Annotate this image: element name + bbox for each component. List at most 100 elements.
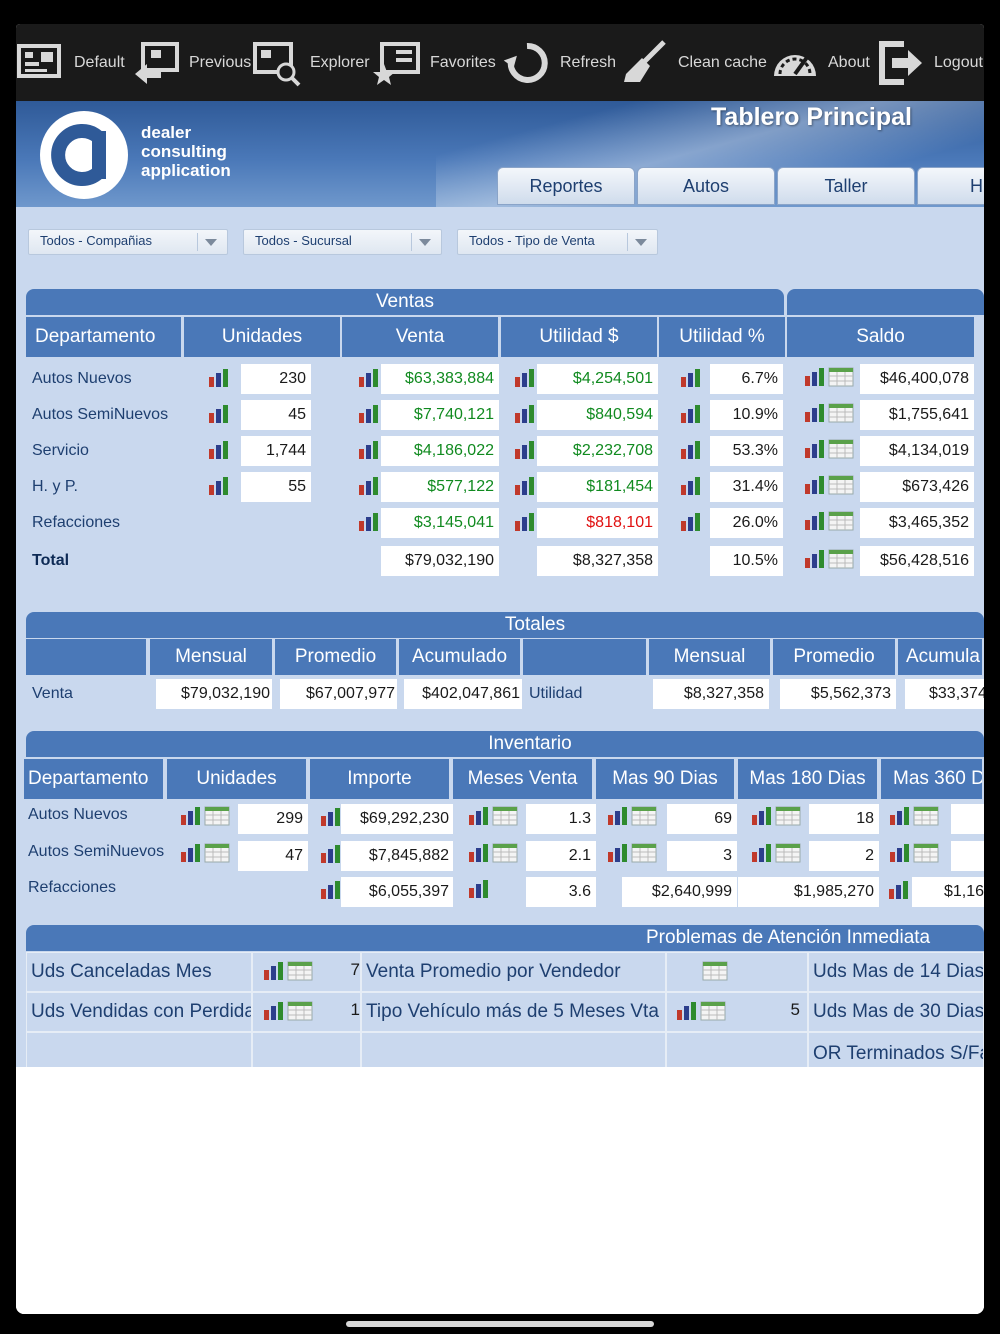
- toolbar-about-button[interactable]: About: [770, 38, 870, 88]
- toolbar-previous-button[interactable]: Previous: [131, 38, 251, 88]
- bar-chart-icon[interactable]: [676, 1001, 698, 1021]
- toolbar-favorites-button[interactable]: Favorites: [372, 38, 496, 88]
- chart-icon-group[interactable]: [180, 843, 230, 863]
- bar-chart-icon[interactable]: [263, 961, 285, 981]
- chart-icon-group[interactable]: [804, 367, 854, 387]
- bar-chart-icon[interactable]: [320, 807, 342, 827]
- bar-chart-icon[interactable]: [514, 476, 536, 496]
- table-grid-icon[interactable]: [828, 403, 854, 423]
- chart-icon-group[interactable]: [680, 368, 702, 388]
- chart-icon-group[interactable]: [468, 806, 518, 826]
- chart-icon-group[interactable]: [468, 879, 490, 899]
- chart-icon-group[interactable]: [358, 368, 380, 388]
- bar-chart-icon[interactable]: [607, 806, 629, 826]
- table-grid-icon[interactable]: [828, 475, 854, 495]
- bar-chart-icon[interactable]: [680, 440, 702, 460]
- tab-taller[interactable]: Taller: [777, 167, 915, 205]
- table-grid-icon[interactable]: [828, 439, 854, 459]
- chart-icon-group[interactable]: [607, 843, 657, 863]
- bar-chart-icon[interactable]: [358, 512, 380, 532]
- table-grid-icon[interactable]: [828, 367, 854, 387]
- chart-icon-group[interactable]: [889, 843, 939, 863]
- table-grid-icon[interactable]: [775, 806, 801, 826]
- bar-chart-icon[interactable]: [804, 403, 826, 423]
- bar-chart-icon[interactable]: [514, 404, 536, 424]
- bar-chart-icon[interactable]: [804, 511, 826, 531]
- problema-left-label[interactable]: Uds Canceladas Mes: [26, 952, 252, 992]
- bar-chart-icon[interactable]: [263, 1001, 285, 1021]
- chart-icon-group[interactable]: [180, 806, 230, 826]
- chart-icon-group[interactable]: [263, 961, 313, 981]
- chart-icon-group[interactable]: [468, 843, 518, 863]
- bar-chart-icon[interactable]: [680, 512, 702, 532]
- tab-reportes[interactable]: Reportes: [497, 167, 635, 205]
- chevron-down-icon[interactable]: [627, 233, 653, 251]
- chart-icon-group[interactable]: [263, 1001, 313, 1021]
- bar-chart-icon[interactable]: [804, 475, 826, 495]
- bar-chart-icon[interactable]: [889, 806, 911, 826]
- chart-icon-group[interactable]: [514, 404, 536, 424]
- bar-chart-icon[interactable]: [751, 843, 773, 863]
- chart-icon-group[interactable]: [680, 476, 702, 496]
- chevron-down-icon[interactable]: [197, 233, 223, 251]
- chart-icon-group[interactable]: [676, 1001, 726, 1021]
- chart-icon-group[interactable]: [358, 512, 380, 532]
- bar-chart-icon[interactable]: [889, 843, 911, 863]
- bar-chart-icon[interactable]: [180, 806, 202, 826]
- filter-tipo-venta[interactable]: Todos - Tipo de Venta: [457, 229, 658, 255]
- chart-icon-group[interactable]: [358, 404, 380, 424]
- table-grid-icon[interactable]: [287, 961, 313, 981]
- bar-chart-icon[interactable]: [358, 440, 380, 460]
- chart-icon-group[interactable]: [358, 440, 380, 460]
- chart-icon-group[interactable]: [889, 806, 939, 826]
- chart-icon-group[interactable]: [804, 403, 854, 423]
- chart-icon-group[interactable]: [208, 368, 230, 388]
- toolbar-default-button[interactable]: Default: [16, 38, 125, 88]
- bar-chart-icon[interactable]: [680, 476, 702, 496]
- table-grid-icon[interactable]: [631, 843, 657, 863]
- chart-icon-group[interactable]: [751, 806, 801, 826]
- bar-chart-icon[interactable]: [208, 476, 230, 496]
- chart-icon-group[interactable]: [607, 806, 657, 826]
- chart-icon-group[interactable]: [804, 511, 854, 531]
- bar-chart-icon[interactable]: [208, 440, 230, 460]
- table-grid-icon[interactable]: [492, 806, 518, 826]
- bar-chart-icon[interactable]: [320, 844, 342, 864]
- toolbar-explorer-button[interactable]: Explorer: [252, 38, 370, 88]
- chart-icon-group[interactable]: [320, 807, 342, 827]
- bar-chart-icon[interactable]: [208, 368, 230, 388]
- table-grid-icon[interactable]: [204, 843, 230, 863]
- bar-chart-icon[interactable]: [751, 806, 773, 826]
- bar-chart-icon[interactable]: [607, 843, 629, 863]
- bar-chart-icon[interactable]: [320, 880, 342, 900]
- table-grid-icon[interactable]: [913, 843, 939, 863]
- bar-chart-icon[interactable]: [514, 512, 536, 532]
- chart-icon-group[interactable]: [680, 440, 702, 460]
- tab-hyp[interactable]: H. y: [917, 167, 984, 205]
- bar-chart-icon[interactable]: [514, 440, 536, 460]
- chart-icon-group[interactable]: [514, 512, 536, 532]
- chart-icon-group[interactable]: [514, 440, 536, 460]
- chart-icon-group[interactable]: [208, 476, 230, 496]
- chart-icon-group[interactable]: [208, 404, 230, 424]
- bar-chart-icon[interactable]: [468, 806, 490, 826]
- bar-chart-icon[interactable]: [514, 368, 536, 388]
- bar-chart-icon[interactable]: [180, 843, 202, 863]
- bar-chart-icon[interactable]: [888, 880, 910, 900]
- filter-sucursal[interactable]: Todos - Sucursal: [243, 229, 442, 255]
- chart-icon-group[interactable]: [888, 880, 910, 900]
- table-grid-icon[interactable]: [287, 1001, 313, 1021]
- problema-middle-label[interactable]: Tipo Vehículo más de 5 Meses Vta: [361, 992, 666, 1032]
- bar-chart-icon[interactable]: [208, 404, 230, 424]
- bar-chart-icon[interactable]: [358, 476, 380, 496]
- chart-icon-group[interactable]: [680, 404, 702, 424]
- bar-chart-icon[interactable]: [358, 368, 380, 388]
- chart-icon-group[interactable]: [514, 476, 536, 496]
- table-grid-icon[interactable]: [492, 843, 518, 863]
- toolbar-logout-button[interactable]: Logout: [876, 38, 983, 88]
- problema-left-label[interactable]: Uds Vendidas con Perdida: [26, 992, 252, 1032]
- chart-icon-group[interactable]: [320, 880, 342, 900]
- chart-icon-group[interactable]: [804, 439, 854, 459]
- problema-right-label[interactable]: Uds Mas de 30 Dias: [808, 992, 984, 1032]
- table-grid-icon[interactable]: [913, 806, 939, 826]
